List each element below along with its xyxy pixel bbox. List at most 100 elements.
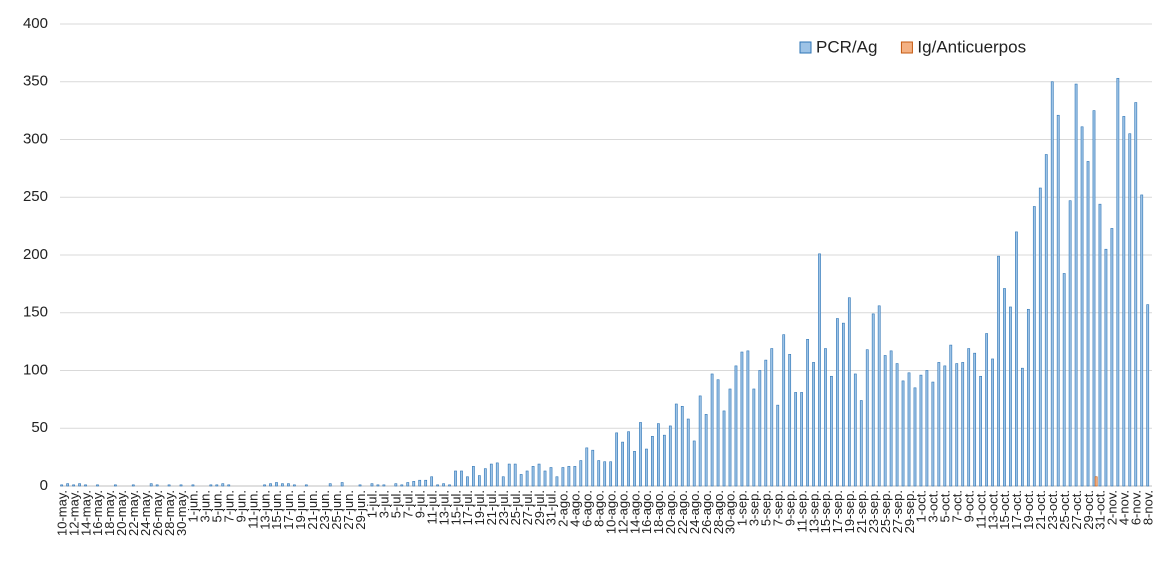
x-tick-label: 4-ago. (568, 490, 583, 527)
x-tick-label: 8-nov. (1140, 490, 1155, 525)
x-tick-label: 18-may. (102, 490, 117, 536)
bar (591, 449, 595, 487)
x-tick-label: 7-oct. (950, 490, 965, 523)
x-tick-label: 26-ago. (699, 490, 714, 534)
bar (155, 484, 159, 487)
x-tick-label: 6-ago. (580, 490, 595, 527)
bar (1080, 126, 1084, 487)
bar (507, 463, 511, 487)
x-tick-label: 24-ago. (687, 490, 702, 534)
x-tick-label: 23-jun. (317, 490, 332, 530)
x-tick-label: 15-oct. (997, 490, 1012, 530)
bar (877, 305, 881, 487)
bar (961, 362, 965, 487)
y-tick-label: 400 (23, 15, 48, 32)
x-tick-label: 20-may. (114, 490, 129, 536)
bar (728, 388, 732, 487)
bar (436, 484, 439, 487)
bar (466, 476, 469, 487)
bar (1032, 206, 1036, 487)
x-tick-label: 7-jun. (222, 490, 237, 523)
x-tick-label: 13-sep. (806, 490, 821, 533)
x-tick-label: 14-may. (78, 490, 93, 536)
bar (1009, 306, 1012, 487)
x-tick-label: 7-jul. (401, 490, 416, 518)
bar (72, 484, 75, 487)
x-tick-label: 7-sep. (770, 490, 785, 526)
bar (424, 479, 428, 487)
bar (967, 348, 971, 487)
x-tick-label: 23-sep. (866, 490, 881, 533)
x-tick-label: 19-jul. (472, 490, 487, 525)
bar (519, 474, 523, 487)
x-tick-label: 3-sep. (747, 490, 762, 526)
x-tick-label: 13-jul. (436, 490, 451, 525)
x-tick-label: 28-may. (162, 490, 177, 536)
x-tick-label: 5-jul. (389, 490, 404, 518)
x-tick-label: 9-jul. (412, 490, 427, 518)
bar (1128, 133, 1132, 487)
x-tick-label: 12-may. (66, 490, 81, 536)
x-tick-label: 8-ago. (591, 490, 606, 527)
bar (412, 481, 416, 487)
bar (304, 484, 308, 487)
bar (919, 374, 923, 487)
x-tick-label: 21-jun. (305, 490, 320, 530)
x-tick-label: 28-ago. (711, 490, 726, 534)
bar (287, 483, 290, 487)
bar (722, 410, 726, 487)
bar (227, 484, 231, 487)
x-tick-label: 14-ago. (627, 490, 642, 534)
bar (555, 476, 559, 487)
bar (842, 322, 845, 487)
bar (985, 333, 988, 487)
y-tick-label: 50 (31, 419, 48, 436)
bar (1015, 231, 1018, 487)
bar (1044, 154, 1048, 487)
x-tick-label: 29-jul. (532, 490, 547, 525)
legend-label: PCR/Ag (816, 37, 877, 56)
y-tick-label: 150 (23, 304, 48, 321)
x-tick-label: 25-jun. (329, 490, 344, 530)
bar (645, 448, 648, 487)
bar (549, 467, 553, 487)
x-tick-label: 21-oct. (1033, 490, 1048, 530)
bar (269, 483, 272, 487)
bar (770, 348, 774, 487)
x-tick-label: 27-sep. (890, 490, 905, 533)
bar (1092, 110, 1096, 487)
bar (1038, 187, 1042, 487)
x-tick-label: 31-oct. (1093, 490, 1108, 530)
x-tick-label: 30-may. (174, 490, 189, 536)
x-tick-label: 19-sep. (842, 490, 857, 533)
bar (1116, 77, 1120, 487)
bar (167, 484, 171, 487)
bar (859, 400, 863, 487)
bar (149, 483, 153, 487)
bar (382, 484, 386, 487)
x-tick-label: 12-ago. (615, 490, 630, 534)
x-tick-label: 16-ago. (639, 490, 654, 534)
bar (830, 375, 833, 487)
bar (501, 476, 505, 487)
bar (686, 418, 690, 487)
bar (698, 395, 702, 487)
x-tick-label: 27-jun. (341, 490, 356, 530)
bar (513, 463, 517, 487)
bar (1094, 476, 1098, 487)
x-tick-label: 25-sep. (878, 490, 893, 533)
bar (764, 359, 768, 487)
bar (1074, 83, 1078, 487)
x-tick-label: 1-jun. (186, 490, 201, 523)
legend-swatch (799, 41, 812, 54)
x-tick-label: 1-jul. (365, 490, 380, 518)
bar (561, 467, 565, 487)
bar (1050, 81, 1054, 487)
bar (114, 484, 117, 487)
bar (937, 362, 941, 487)
legend-label: Ig/Anticuerpos (917, 37, 1026, 56)
bar (585, 447, 589, 487)
bar (460, 470, 463, 487)
bar (418, 479, 422, 487)
bar (495, 462, 499, 487)
